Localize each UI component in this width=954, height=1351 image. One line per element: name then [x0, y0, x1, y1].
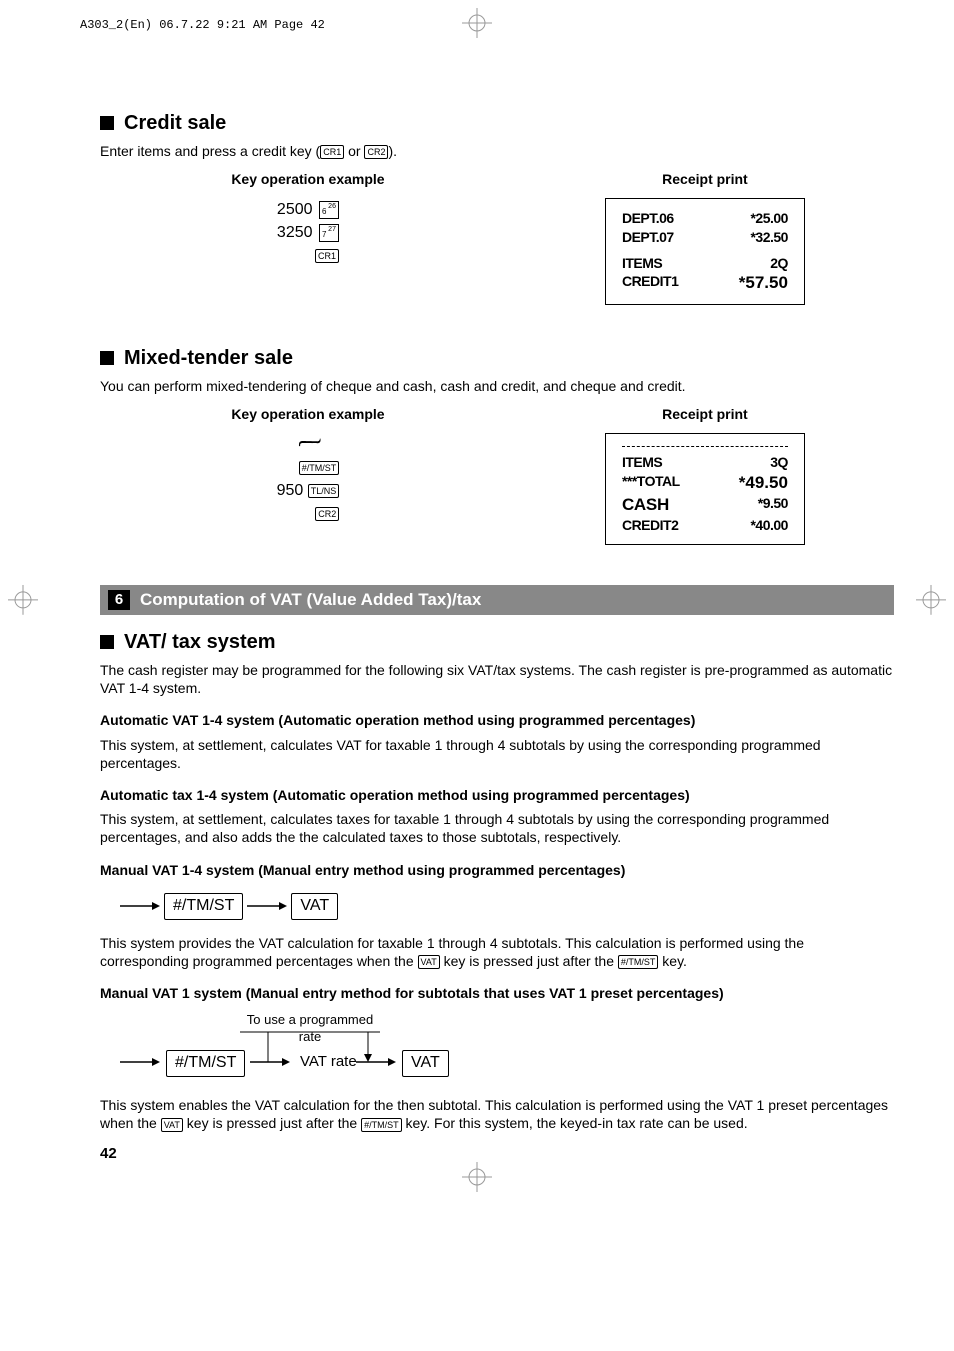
- tmst-key-icon: #/TM/ST: [618, 955, 659, 969]
- cr2-key-icon: CR2: [315, 507, 339, 521]
- vat-bar-heading: 6 Computation of VAT (Value Added Tax)/t…: [100, 585, 894, 615]
- manual-vat14-title: Manual VAT 1-4 system (Manual entry meth…: [100, 861, 894, 879]
- auto-vat-body: This system, at settlement, calculates V…: [100, 736, 894, 772]
- credit-sale-title: Credit sale: [124, 110, 226, 136]
- credit-sale-heading: Credit sale: [100, 110, 894, 136]
- receipt-print-label: Receipt print: [516, 170, 894, 188]
- auto-tax-body: This system, at settlement, calculates t…: [100, 810, 894, 846]
- tmst-key-icon: #/TM/ST: [361, 1118, 402, 1132]
- vat-bar-title: Computation of VAT (Value Added Tax)/tax: [140, 589, 481, 611]
- manual-vat14-body: This system provides the VAT calculation…: [100, 934, 894, 970]
- crop-header: A303_2(En) 06.7.22 9:21 AM Page 42: [80, 18, 325, 34]
- mixed-tender-intro: You can perform mixed-tendering of chequ…: [100, 377, 894, 395]
- manual-vat1-body: This system enables the VAT calculation …: [100, 1096, 894, 1132]
- vat-rate-text: VAT rate: [300, 1052, 357, 1072]
- vat-key-icon: VAT: [402, 1050, 449, 1077]
- square-bullet-icon: [100, 116, 114, 130]
- square-bullet-icon: [100, 351, 114, 365]
- square-bullet-icon: [100, 635, 114, 649]
- vat-intro: The cash register may be programmed for …: [100, 661, 894, 697]
- receipt-print-label: Receipt print: [516, 405, 894, 423]
- vat-key-icon: VAT: [291, 893, 338, 920]
- cr1-key-icon: CR1: [320, 145, 344, 159]
- crop-mark-left-icon: [8, 585, 38, 619]
- tmst-key-icon: #/TM/ST: [299, 461, 340, 475]
- mixed-tender-title: Mixed-tender sale: [124, 345, 293, 371]
- tmst-key-icon: #/TM/ST: [164, 893, 243, 920]
- vat-system-title: VAT/ tax system: [124, 629, 276, 655]
- credit-sale-intro: Enter items and press a credit key (CR1 …: [100, 142, 894, 160]
- auto-vat-title: Automatic VAT 1-4 system (Automatic oper…: [100, 711, 894, 729]
- crop-mark-right-icon: [916, 585, 946, 619]
- mixed-receipt: ITEMS3Q ***TOTAL*49.50 CASH*9.50 CREDIT2…: [605, 433, 805, 545]
- arrow-icon: [247, 896, 287, 916]
- manual-vat1-flow: To use a programmed rate #/TM/ST VAT rat…: [120, 1012, 894, 1082]
- dept6-key-icon: 626: [319, 201, 339, 219]
- crop-mark-top-icon: [462, 8, 492, 42]
- key-op-example-label: Key operation example: [100, 405, 516, 423]
- manual-vat14-flow: #/TM/ST VAT: [120, 893, 894, 920]
- crop-mark-bottom-icon: [462, 1162, 492, 1196]
- key-op-example-label: Key operation example: [100, 170, 516, 188]
- credit-keyop-block: 2500 626 3250 727 CR1: [277, 198, 339, 268]
- mixed-keyop-block: ⎱ #/TM/ST 950 TL/NS CR2: [277, 433, 340, 526]
- credit-receipt: DEPT.06*25.00 DEPT.07*32.50 ITEMS2Q CRED…: [605, 198, 805, 305]
- section-number-box: 6: [108, 590, 130, 610]
- vat-key-icon: VAT: [161, 1118, 183, 1132]
- dept7-key-icon: 727: [319, 224, 339, 242]
- cr1-key-icon: CR1: [315, 249, 339, 263]
- cr2-key-icon: CR2: [364, 145, 388, 159]
- auto-tax-title: Automatic tax 1-4 system (Automatic oper…: [100, 786, 894, 804]
- vat-key-icon: VAT: [418, 955, 440, 969]
- tmst-key-icon: #/TM/ST: [166, 1050, 245, 1077]
- programmed-rate-label: To use a programmed rate: [240, 1012, 380, 1046]
- page-number: 42: [100, 1144, 894, 1164]
- tlns-key-icon: TL/NS: [308, 484, 340, 498]
- vat-system-heading: VAT/ tax system: [100, 629, 894, 655]
- mixed-tender-heading: Mixed-tender sale: [100, 345, 894, 371]
- arrow-icon: [120, 896, 160, 916]
- manual-vat1-title: Manual VAT 1 system (Manual entry method…: [100, 984, 894, 1002]
